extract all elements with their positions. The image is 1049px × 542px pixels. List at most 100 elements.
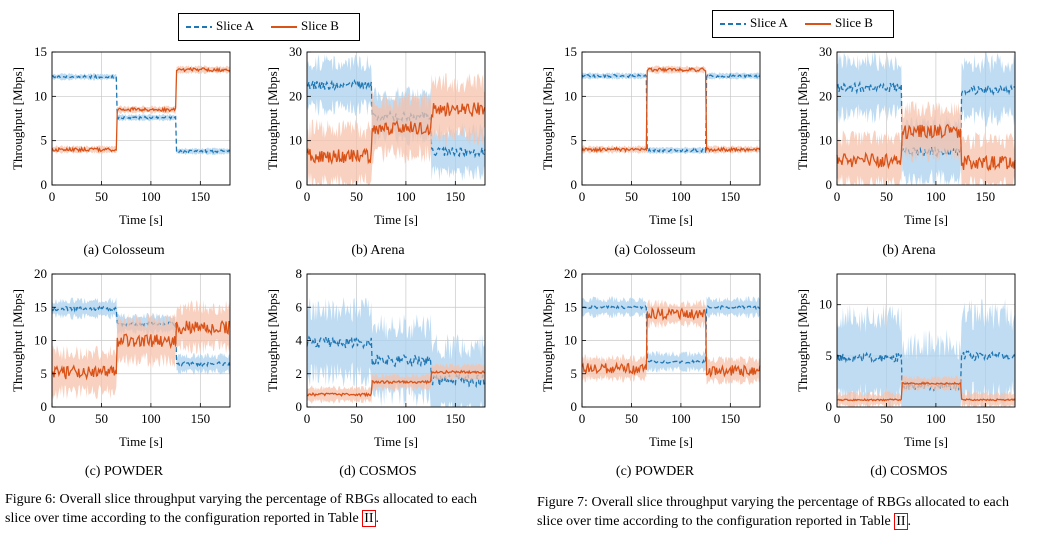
chart-fig6-powder: 0 5 10 15 20 0 50 100 150 Time [s] Throughput [Mbp… xyxy=(10,266,231,449)
y-tick-label: 5 xyxy=(41,366,48,381)
series-band-slice-a xyxy=(52,73,230,156)
x-tick-label: 50 xyxy=(625,189,638,204)
series-band-slice-b xyxy=(837,374,1015,407)
caption-fig7: Figure 7: Overall slice throughput varyi… xyxy=(537,493,1037,531)
y-axis-label: Throughput [Mbps] xyxy=(265,289,280,392)
y-tick-label: 5 xyxy=(571,366,578,381)
series-band-slice-b xyxy=(582,299,760,386)
y-tick-label: 10 xyxy=(819,133,832,148)
y-tick-label: 5 xyxy=(571,133,578,148)
y-tick-label: 0 xyxy=(826,399,833,414)
series-line-slice-b xyxy=(581,66,761,153)
plot-frame xyxy=(836,273,1016,408)
y-tick-label: 20 xyxy=(289,88,302,103)
x-tick-label: 0 xyxy=(834,411,841,426)
x-axis-label: Time [s] xyxy=(374,212,418,227)
y-tick-label: 10 xyxy=(819,297,832,312)
x-tick-label: 150 xyxy=(976,189,996,204)
x-tick-label: 150 xyxy=(721,411,741,426)
x-tick-label: 0 xyxy=(304,189,311,204)
x-tick-label: 100 xyxy=(926,189,946,204)
x-tick-label: 150 xyxy=(446,411,466,426)
x-tick-label: 150 xyxy=(721,189,741,204)
x-tick-label: 50 xyxy=(350,411,363,426)
series-band-slice-b xyxy=(307,362,485,404)
y-tick-label: 0 xyxy=(826,177,833,192)
x-tick-label: 100 xyxy=(396,189,416,204)
chart-fig7-powder: 0 5 10 15 20 0 50 100 150 Time [s] Throughput [Mbp… xyxy=(540,266,761,449)
x-axis-label: Time [s] xyxy=(119,212,163,227)
x-tick-label: 0 xyxy=(304,411,311,426)
chart-fig6-cosmos: 0 2 4 6 8 0 50 100 150 Time [s] Throughput [Mbps] xyxy=(265,266,486,449)
series-band-slice-a xyxy=(837,298,1015,407)
subcaption-fig6-a: (a) Colosseum xyxy=(83,243,165,258)
legend-swatches-fig6 xyxy=(186,26,297,28)
caption-fig6-text: Figure 6: Overall slice throughput varyi… xyxy=(5,492,477,526)
x-tick-label: 100 xyxy=(141,189,161,204)
y-tick-label: 4 xyxy=(296,333,303,348)
series-line-slice-a xyxy=(836,350,1016,392)
chart-fig6-arena: 0 10 20 30 0 50 100 150 Time [s] Throughput [Mbps… xyxy=(265,44,486,227)
y-tick-label: 20 xyxy=(819,88,832,103)
series-line-slice-a xyxy=(836,80,1016,158)
x-axis-label: Time [s] xyxy=(649,434,693,449)
y-axis-label: Throughput [Mbps] xyxy=(540,67,555,170)
series-line-slice-a xyxy=(581,304,761,364)
y-tick-label: 0 xyxy=(571,177,578,192)
y-tick-label: 6 xyxy=(296,299,303,314)
legend-swatches-fig7 xyxy=(720,23,831,25)
series-band-slice-a xyxy=(837,52,1015,185)
plot-frame xyxy=(51,51,231,186)
caption-fig6-end: . xyxy=(375,511,380,526)
series-band-slice-a xyxy=(582,72,760,155)
x-tick-label: 0 xyxy=(834,189,841,204)
series-line-slice-a xyxy=(306,335,486,389)
y-tick-label: 30 xyxy=(289,44,302,59)
y-tick-label: 20 xyxy=(34,266,47,281)
y-tick-label: 5 xyxy=(826,348,833,363)
subcaption-fig7-c: (c) POWDER xyxy=(615,464,695,479)
subcaption-fig6-b: (b) Arena xyxy=(351,243,405,258)
plot-frame xyxy=(581,51,761,186)
x-tick-label: 50 xyxy=(880,411,893,426)
x-tick-label: 0 xyxy=(49,411,56,426)
subcaption-fig6-c: (c) POWDER xyxy=(84,464,164,479)
subcaption-fig7-b: (b) Arena xyxy=(882,243,936,258)
y-axis-label: Throughput [Mbps] xyxy=(795,67,810,170)
legend-label-slice-b: Slice B xyxy=(835,15,873,30)
x-tick-label: 100 xyxy=(926,411,946,426)
caption-fig6-table-ref[interactable]: II xyxy=(362,510,376,527)
subcaption-fig7-a: (a) Colosseum xyxy=(614,243,696,258)
y-tick-label: 10 xyxy=(289,133,302,148)
x-axis-label: Time [s] xyxy=(649,212,693,227)
y-tick-label: 8 xyxy=(296,266,303,281)
x-tick-label: 150 xyxy=(446,189,466,204)
x-tick-label: 50 xyxy=(880,189,893,204)
caption-fig7-end: . xyxy=(907,514,912,529)
legend-label-slice-b: Slice B xyxy=(301,18,339,33)
y-tick-label: 10 xyxy=(564,88,577,103)
series-line-slice-b xyxy=(581,306,761,378)
x-tick-label: 150 xyxy=(191,189,211,204)
caption-fig7-text: Figure 7: Overall slice throughput varyi… xyxy=(537,495,1009,529)
y-axis-label: Throughput [Mbps] xyxy=(10,67,25,170)
legend-fig7: Slice A Slice B xyxy=(712,10,894,38)
x-tick-label: 50 xyxy=(625,411,638,426)
x-tick-label: 0 xyxy=(49,189,56,204)
caption-fig6: Figure 6: Overall slice throughput varyi… xyxy=(5,490,505,528)
caption-fig7-table-ref[interactable]: II xyxy=(894,513,908,530)
subcaption-fig7-d: (d) COSMOS xyxy=(870,464,948,479)
y-tick-label: 0 xyxy=(296,399,303,414)
y-tick-label: 15 xyxy=(564,44,577,59)
y-tick-label: 30 xyxy=(819,44,832,59)
y-tick-label: 10 xyxy=(34,88,47,103)
y-tick-label: 15 xyxy=(34,299,47,314)
series-line-slice-a xyxy=(51,74,231,154)
series-line-slice-b xyxy=(51,319,231,381)
x-tick-label: 100 xyxy=(141,411,161,426)
legend-fig6: Slice A Slice B xyxy=(178,13,360,41)
